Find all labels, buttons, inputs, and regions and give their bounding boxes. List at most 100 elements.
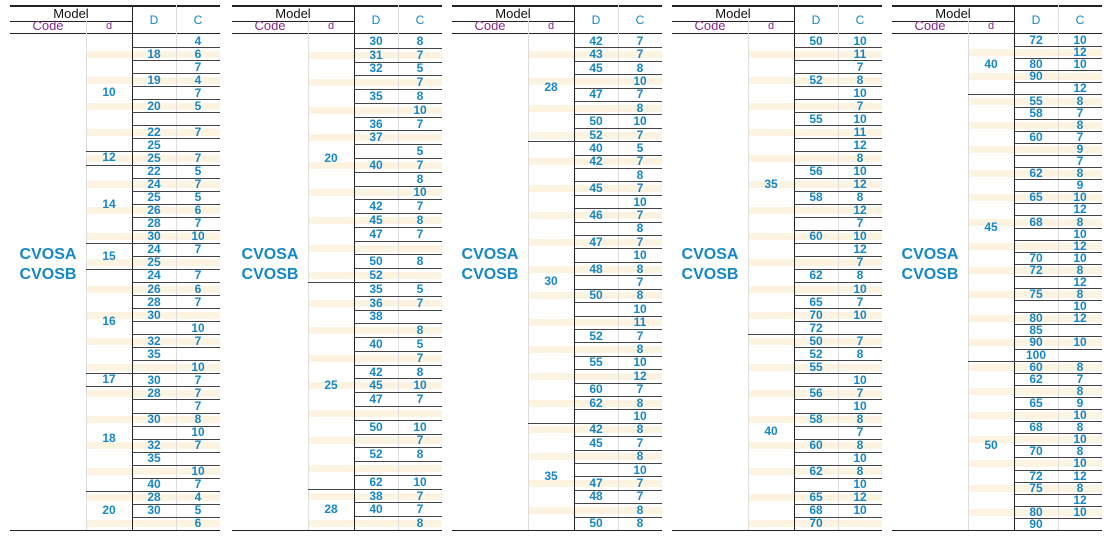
row-stripe	[748, 442, 882, 450]
row-stripe	[528, 211, 662, 219]
row-divider	[574, 342, 662, 344]
header-C: C	[838, 5, 882, 34]
outer-D-value: 62	[809, 464, 823, 479]
width-C-value: 10	[413, 185, 427, 200]
width-C-value: 7	[416, 502, 424, 517]
outer-D-value: 100	[1025, 347, 1047, 362]
outer-D-value: 25	[147, 151, 161, 165]
width-C-value: 10	[853, 451, 867, 466]
bore-d-value: 20	[102, 502, 116, 517]
outer-D-value: 22	[147, 164, 161, 179]
outer-D-value: 42	[589, 422, 603, 437]
model-code-line: CVOSA	[461, 246, 519, 263]
width-C-value: 10	[1073, 250, 1087, 265]
bore-d-value: 14	[102, 196, 116, 211]
group-divider	[968, 360, 1102, 362]
row-divider	[132, 47, 220, 49]
table-bottom-line	[452, 530, 662, 531]
outer-D-value: 30	[147, 229, 161, 244]
outer-D-value: 24	[147, 242, 161, 257]
row-stripe	[308, 161, 442, 169]
row-stripe	[308, 437, 442, 445]
row-divider	[132, 60, 220, 62]
width-C-value: 10	[1073, 226, 1087, 241]
row-divider	[574, 194, 662, 196]
width-C-value: 10	[1073, 504, 1087, 519]
width-C-value: 7	[194, 438, 202, 453]
row-stripe	[968, 460, 1102, 468]
outer-D-value: 52	[809, 346, 823, 361]
row-divider	[354, 433, 442, 435]
row-divider	[1014, 336, 1102, 338]
row-divider	[1014, 46, 1102, 48]
outer-D-value: 47	[589, 476, 603, 491]
header-D: D	[794, 5, 838, 34]
width-C-value: 10	[1073, 335, 1087, 350]
row-divider	[574, 168, 662, 170]
row-divider	[1014, 251, 1102, 253]
width-C-value: 8	[636, 100, 644, 115]
model-code: CVOSA CVOSB	[232, 245, 308, 285]
group-divider	[748, 334, 882, 336]
outer-D-value: 62	[1029, 166, 1043, 181]
row-divider	[132, 438, 220, 440]
row-divider	[1014, 154, 1102, 156]
row-stripe	[308, 520, 442, 528]
row-stripe	[528, 238, 662, 246]
width-C-value: 7	[856, 59, 864, 74]
width-C-value: 8	[856, 412, 864, 427]
row-stripe	[86, 494, 220, 502]
width-C-value: 12	[633, 368, 647, 383]
outer-D-value: 45	[589, 60, 603, 75]
row-divider	[794, 99, 882, 101]
row-divider	[794, 164, 882, 166]
header-C: C	[398, 5, 442, 34]
row-stripe	[968, 73, 1102, 81]
width-C-value: 8	[416, 171, 424, 186]
outer-D-value: 52	[369, 268, 383, 283]
outer-D-value: 65	[809, 294, 823, 309]
row-divider	[132, 125, 220, 127]
outer-D-value: 30	[147, 503, 161, 518]
width-C-value: 7	[194, 399, 202, 413]
width-C-value: 7	[194, 372, 202, 387]
width-C-value: 4	[194, 33, 202, 48]
header-D: D	[574, 5, 618, 34]
width-C-value: 7	[416, 433, 424, 448]
row-divider	[574, 181, 662, 183]
outer-D-value: 50	[589, 516, 603, 531]
outer-D-value: 80	[1029, 311, 1043, 326]
width-C-value: 7	[856, 255, 864, 270]
width-C-value: 12	[853, 177, 867, 192]
row-divider	[132, 73, 220, 75]
width-C-value: 10	[1073, 456, 1087, 471]
row-stripe	[748, 128, 882, 136]
outer-D-value: 40	[369, 337, 383, 351]
bore-d-value: 17	[102, 372, 116, 387]
outer-D-value: 55	[1029, 93, 1043, 108]
row-divider	[354, 364, 442, 366]
width-C-value: 7	[1076, 371, 1084, 386]
row-stripe	[748, 102, 882, 110]
row-divider	[132, 425, 220, 427]
width-C-value: 7	[194, 216, 202, 231]
model-code-line: CVOSB	[241, 266, 299, 283]
bore-d-value: 16	[102, 313, 116, 328]
row-divider	[354, 378, 442, 380]
row-divider	[132, 360, 220, 362]
row-stripe	[308, 217, 442, 224]
outer-D-value: 45	[589, 181, 603, 196]
outer-D-value: 72	[1029, 33, 1043, 48]
row-stripe	[528, 346, 662, 354]
width-C-value: 10	[1073, 299, 1087, 314]
outer-D-value: 68	[809, 503, 823, 518]
width-C-value: 7	[856, 385, 864, 400]
row-stripe	[86, 363, 220, 371]
row-stripe	[968, 170, 1102, 178]
row-stripe	[308, 134, 442, 142]
bore-d-value: 50	[984, 437, 998, 452]
column-divider-D	[132, 5, 133, 530]
outer-D-value: 60	[1029, 129, 1043, 144]
width-C-value: 7	[636, 476, 644, 491]
width-C-value: 5	[194, 190, 202, 205]
